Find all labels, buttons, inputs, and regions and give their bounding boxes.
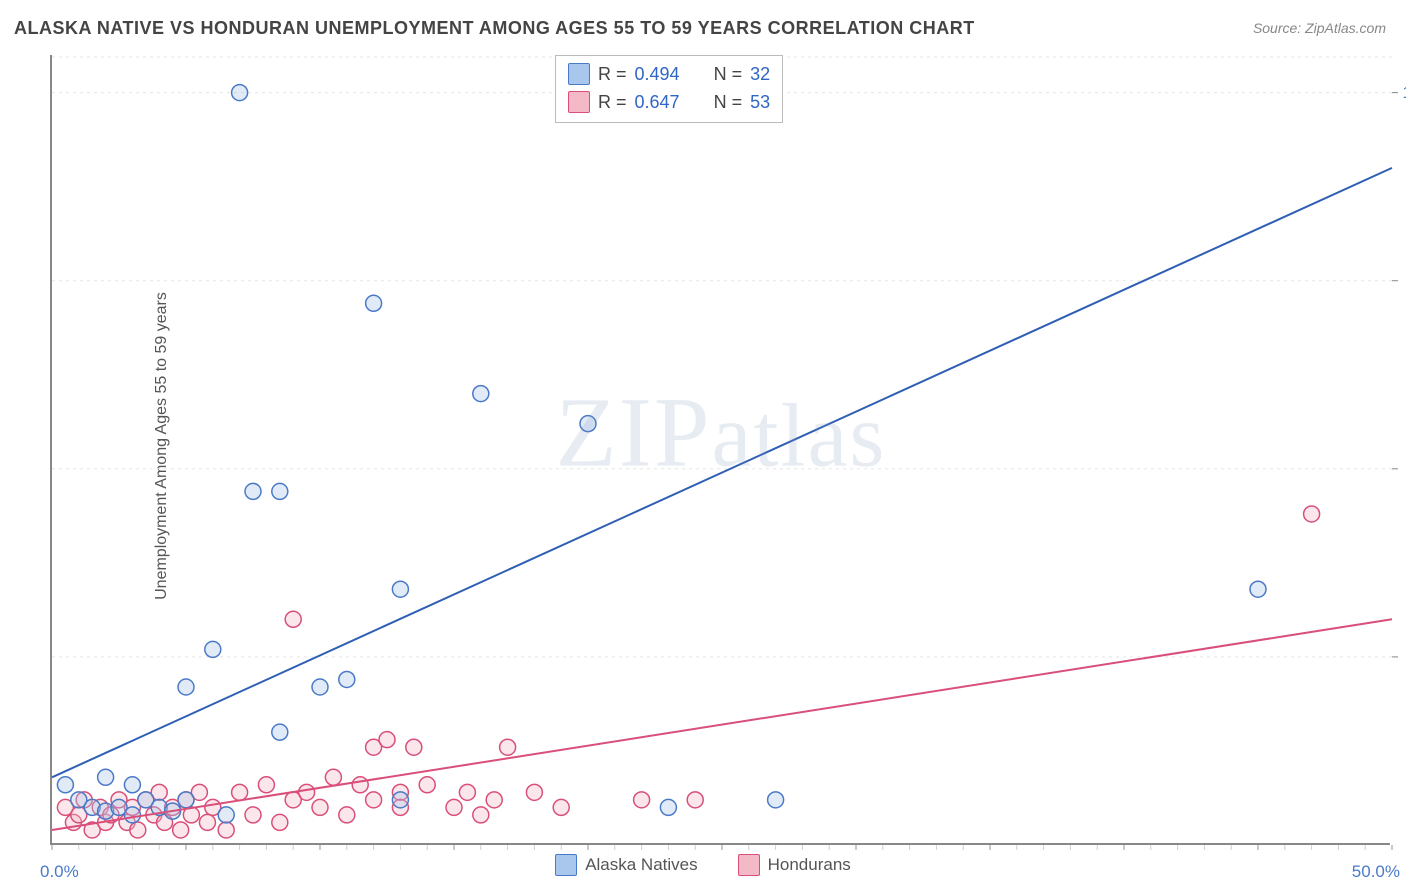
data-point: [580, 416, 596, 432]
r-value-alaska: 0.494: [635, 60, 680, 88]
data-point: [205, 641, 221, 657]
data-point: [178, 679, 194, 695]
data-point: [486, 792, 502, 808]
data-point: [178, 792, 194, 808]
chart-title: ALASKA NATIVE VS HONDURAN UNEMPLOYMENT A…: [14, 18, 975, 39]
swatch-alaska-icon: [555, 854, 577, 876]
data-point: [232, 85, 248, 101]
data-point: [272, 814, 288, 830]
data-point: [299, 784, 315, 800]
data-point: [473, 807, 489, 823]
data-point: [312, 799, 328, 815]
data-point: [366, 295, 382, 311]
data-point: [199, 814, 215, 830]
data-point: [130, 822, 146, 838]
n-label: N =: [714, 60, 743, 88]
data-point: [553, 799, 569, 815]
data-point: [634, 792, 650, 808]
data-point: [285, 611, 301, 627]
trend-line: [52, 168, 1392, 777]
legend-item-alaska: Alaska Natives: [555, 854, 697, 876]
data-point: [272, 724, 288, 740]
y-tick-label: 75.0%: [1400, 271, 1406, 291]
data-point: [245, 807, 261, 823]
bottom-legend: Alaska Natives Hondurans: [0, 850, 1406, 880]
source-label: Source: ZipAtlas.com: [1253, 20, 1386, 36]
n-value-alaska: 32: [750, 60, 770, 88]
data-point: [526, 784, 542, 800]
data-point: [1250, 581, 1266, 597]
n-value-honduran: 53: [750, 88, 770, 116]
stats-legend-box: R = 0.494 N = 32 R = 0.647 N = 53: [555, 55, 783, 123]
trend-line: [52, 619, 1392, 830]
data-point: [687, 792, 703, 808]
legend-item-honduran: Hondurans: [738, 854, 851, 876]
data-point: [232, 784, 248, 800]
data-point: [218, 822, 234, 838]
data-point: [352, 777, 368, 793]
data-point: [258, 777, 274, 793]
data-point: [245, 483, 261, 499]
data-point: [379, 732, 395, 748]
stats-row-honduran: R = 0.647 N = 53: [568, 88, 770, 116]
data-point: [173, 822, 189, 838]
data-point: [446, 799, 462, 815]
data-point: [500, 739, 516, 755]
data-point: [459, 784, 475, 800]
data-point: [392, 792, 408, 808]
swatch-alaska: [568, 63, 590, 85]
data-point: [419, 777, 435, 793]
r-label: R =: [598, 88, 627, 116]
data-point: [473, 386, 489, 402]
swatch-honduran: [568, 91, 590, 113]
data-point: [124, 777, 140, 793]
legend-label-alaska: Alaska Natives: [585, 855, 697, 875]
data-point: [98, 769, 114, 785]
data-point: [339, 671, 355, 687]
n-label: N =: [714, 88, 743, 116]
data-point: [768, 792, 784, 808]
data-point: [1304, 506, 1320, 522]
data-point: [366, 792, 382, 808]
legend-label-honduran: Hondurans: [768, 855, 851, 875]
plot-area: ZIPatlas 25.0%50.0%75.0%100.0%: [50, 55, 1390, 845]
data-point: [325, 769, 341, 785]
stats-row-alaska: R = 0.494 N = 32: [568, 60, 770, 88]
data-point: [218, 807, 234, 823]
y-tick-label: 25.0%: [1400, 647, 1406, 667]
data-point: [272, 483, 288, 499]
data-point: [312, 679, 328, 695]
swatch-honduran-icon: [738, 854, 760, 876]
data-point: [124, 807, 140, 823]
plot-svg: [52, 55, 1390, 843]
r-value-honduran: 0.647: [635, 88, 680, 116]
r-label: R =: [598, 60, 627, 88]
data-point: [57, 777, 73, 793]
data-point: [339, 807, 355, 823]
y-tick-label: 100.0%: [1400, 83, 1406, 103]
data-point: [392, 581, 408, 597]
y-tick-label: 50.0%: [1400, 459, 1406, 479]
data-point: [660, 799, 676, 815]
data-point: [406, 739, 422, 755]
